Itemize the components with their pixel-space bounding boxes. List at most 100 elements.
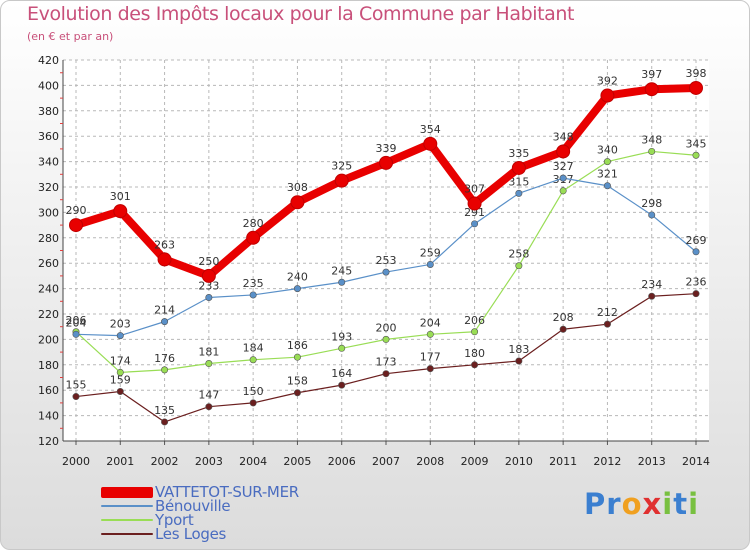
data-label: 397 xyxy=(641,68,662,81)
logo-letter: o xyxy=(621,487,643,521)
data-point xyxy=(293,285,301,293)
legend-swatch xyxy=(101,505,153,507)
data-point xyxy=(338,344,346,352)
data-label: 159 xyxy=(110,373,131,386)
data-point xyxy=(338,278,346,286)
data-point xyxy=(648,211,656,219)
x-tick-label: 2008 xyxy=(416,455,444,468)
data-label: 206 xyxy=(66,314,87,327)
data-label: 301 xyxy=(110,190,131,203)
data-label: 327 xyxy=(553,160,574,173)
data-point xyxy=(205,293,213,301)
x-tick-label: 2011 xyxy=(549,455,577,468)
y-tick-label: 360 xyxy=(38,130,59,143)
data-point xyxy=(692,248,700,256)
data-label: 253 xyxy=(376,254,397,267)
data-label: 135 xyxy=(154,404,175,417)
data-label: 339 xyxy=(376,142,397,155)
x-tick-label: 2005 xyxy=(283,455,311,468)
x-tick-label: 2001 xyxy=(106,455,134,468)
data-label: 208 xyxy=(553,311,574,324)
data-point xyxy=(116,387,124,395)
y-tick-label: 260 xyxy=(38,257,59,270)
data-point xyxy=(157,252,172,267)
y-tick-label: 200 xyxy=(38,333,59,346)
data-label: 240 xyxy=(287,271,308,284)
data-point xyxy=(426,365,434,373)
data-point xyxy=(290,195,305,210)
data-point xyxy=(116,368,124,376)
data-point xyxy=(338,381,346,389)
data-point xyxy=(426,260,434,268)
data-label: 181 xyxy=(198,346,219,359)
data-point xyxy=(467,196,482,211)
data-label: 392 xyxy=(597,75,618,88)
y-tick-label: 400 xyxy=(38,79,59,92)
data-point xyxy=(423,136,438,151)
data-label: 348 xyxy=(641,133,662,146)
data-point xyxy=(556,144,571,159)
data-point xyxy=(689,80,703,95)
series-vattetot-sur-mer: 290 301 263 250 280 308 325 339 354 307 335 348 392 3… xyxy=(66,67,707,283)
data-point xyxy=(603,320,611,328)
data-point xyxy=(201,268,216,283)
x-tick-label: 2004 xyxy=(239,455,267,468)
data-label: 203 xyxy=(110,318,131,331)
data-label: 354 xyxy=(420,123,441,136)
logo-letter: i xyxy=(662,487,674,521)
line-chart-plot: 120 140 160 180 200 220 240 260 280 300 320 340 360 3… xyxy=(38,54,710,468)
data-point xyxy=(116,332,124,340)
data-label: 204 xyxy=(420,316,441,329)
data-point xyxy=(600,88,615,103)
data-label: 174 xyxy=(110,354,131,367)
logo-letter: r xyxy=(606,487,622,521)
data-point xyxy=(644,82,659,97)
data-label: 235 xyxy=(243,277,264,290)
data-label: 258 xyxy=(508,248,529,261)
data-point xyxy=(69,218,83,233)
data-label: 348 xyxy=(553,130,574,143)
data-point xyxy=(603,158,611,166)
y-tick-label: 300 xyxy=(38,206,59,219)
data-label: 335 xyxy=(508,147,529,160)
x-tick-label: 2013 xyxy=(638,455,666,468)
data-point xyxy=(648,147,656,155)
data-point xyxy=(471,220,479,228)
data-point xyxy=(692,290,700,298)
series-les-loges: 155 159 135 147 150 158 164 173 177 180 183 208 212 2… xyxy=(66,276,707,426)
data-label: 280 xyxy=(243,217,264,230)
data-label: 325 xyxy=(331,160,352,173)
data-label: 345 xyxy=(686,137,707,150)
data-label: 150 xyxy=(243,385,264,398)
data-label: 298 xyxy=(641,197,662,210)
plot-area xyxy=(63,60,709,441)
logo-letter: i xyxy=(688,487,700,521)
legend-label: Bénouville xyxy=(155,497,231,515)
x-tick-label: 2007 xyxy=(372,455,400,468)
data-point xyxy=(161,366,169,374)
legend-label: VATTETOT-SUR-MER xyxy=(155,483,299,501)
data-point xyxy=(515,262,523,270)
x-tick-label: 2012 xyxy=(593,455,621,468)
data-label: 204 xyxy=(66,316,87,329)
logo-letter: t xyxy=(673,487,689,521)
data-label: 245 xyxy=(331,264,352,277)
data-label: 158 xyxy=(287,375,308,388)
data-label: 307 xyxy=(464,183,485,196)
data-point xyxy=(511,160,526,175)
data-point xyxy=(249,356,257,364)
legend-swatch xyxy=(101,533,153,535)
data-point xyxy=(334,173,349,188)
data-point xyxy=(161,418,169,426)
logo-letter: x xyxy=(642,487,663,521)
data-point xyxy=(692,151,700,159)
y-tick-label: 140 xyxy=(38,410,59,423)
data-point xyxy=(515,357,523,365)
data-label: 155 xyxy=(66,379,87,392)
data-label: 177 xyxy=(420,351,441,364)
data-point xyxy=(161,318,169,326)
data-label: 147 xyxy=(198,389,219,402)
data-point xyxy=(382,335,390,343)
data-point xyxy=(559,187,567,195)
data-point xyxy=(559,325,567,333)
